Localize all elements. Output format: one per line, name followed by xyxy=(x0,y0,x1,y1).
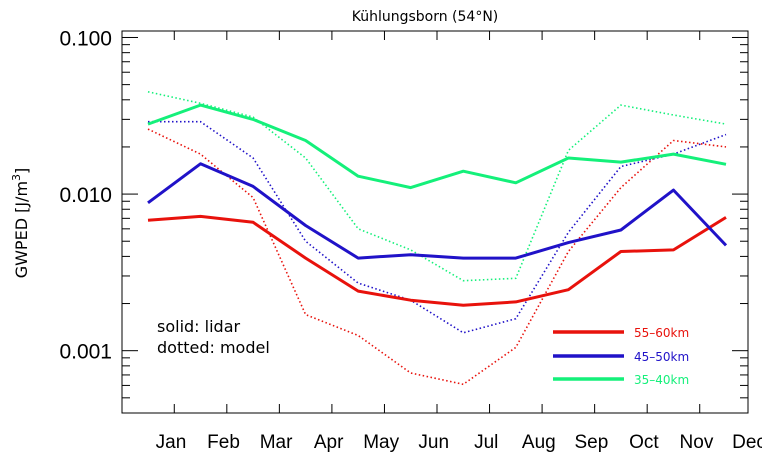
y-tick-label: 0.001 xyxy=(59,341,112,364)
y-tick-labels: 0.100 0.010 0.001 xyxy=(59,27,112,363)
legend-label: 55–60km xyxy=(634,326,689,340)
y-axis-label-sup: 3 xyxy=(10,174,23,181)
x-tick-label: Nov xyxy=(680,432,714,453)
x-tick-label: Apr xyxy=(314,432,344,453)
legend-label: 35–40km xyxy=(634,373,689,387)
x-tick-label: May xyxy=(363,432,399,453)
x-tick-label: Sep xyxy=(574,432,608,453)
series-line-model xyxy=(148,120,727,334)
x-tick-label: Oct xyxy=(629,432,659,453)
series-line-lidar xyxy=(147,162,728,260)
legend-label: 45–50km xyxy=(634,350,689,364)
x-tick-label: Feb xyxy=(207,432,240,453)
plot-series xyxy=(147,91,728,386)
chart-title: Kühlungsborn (54°N) xyxy=(352,9,499,25)
x-tick-label: Mar xyxy=(260,432,293,453)
axes-ticks xyxy=(122,31,748,414)
y-axis-label: GWPED [J/m3] xyxy=(10,168,31,279)
x-tick-label: Jan xyxy=(156,432,187,453)
annotation-block: solid: lidar dotted: model xyxy=(157,317,270,357)
annotation-dotted: dotted: model xyxy=(157,338,270,357)
x-tick-label: Aug xyxy=(522,432,556,453)
y-axis-label-main: GWPED [J/m xyxy=(12,181,31,278)
y-tick-label: 0.100 xyxy=(59,27,112,50)
legend: 55–60km 45–50km 35–40km xyxy=(553,326,689,387)
y-tick-label: 0.010 xyxy=(59,184,112,207)
x-tick-labels: Jan Feb Mar Apr May Jun Jul Aug Sep Oct Nov Dec xyxy=(156,432,762,453)
x-tick-label: Jul xyxy=(474,432,498,453)
plot-frame xyxy=(121,30,749,414)
series-line-lidar xyxy=(147,103,727,190)
annotation-solid: solid: lidar xyxy=(157,317,241,336)
series-line-lidar xyxy=(147,214,727,307)
y-axis-label-end: ] xyxy=(12,168,31,174)
x-tick-label: Jun xyxy=(418,432,449,453)
x-tick-label: Dec xyxy=(732,432,762,453)
